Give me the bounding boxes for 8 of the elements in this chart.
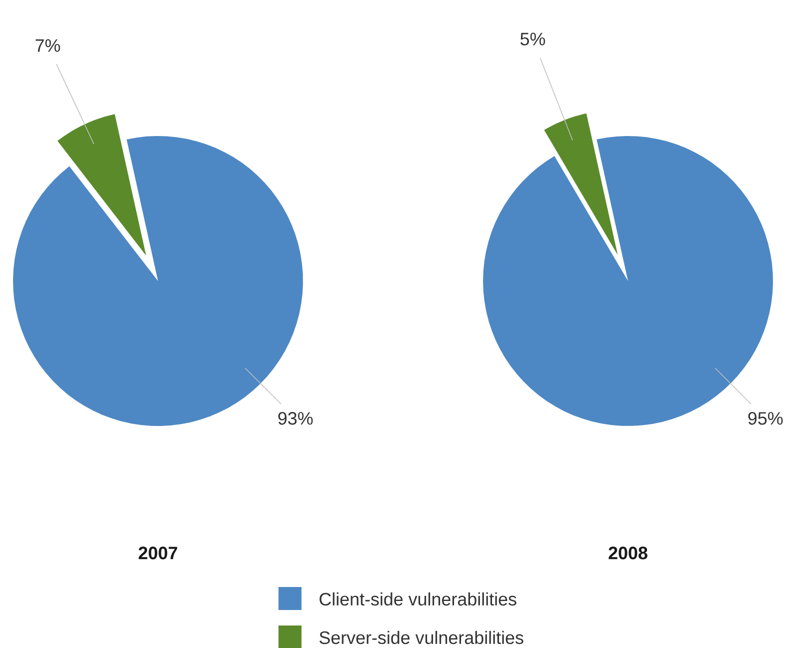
data-label: 95% [748, 412, 783, 425]
slice-label: 2008 [608, 546, 648, 560]
legend-label: Client-side vulnerabilities [320, 592, 516, 606]
legend-label: Server-side vulnerabilities [320, 630, 524, 644]
data-label: 7% [36, 39, 60, 52]
slice-label: 2007 [138, 546, 178, 560]
data-label: 5% [520, 32, 546, 46]
data-label: 93% [278, 412, 313, 425]
